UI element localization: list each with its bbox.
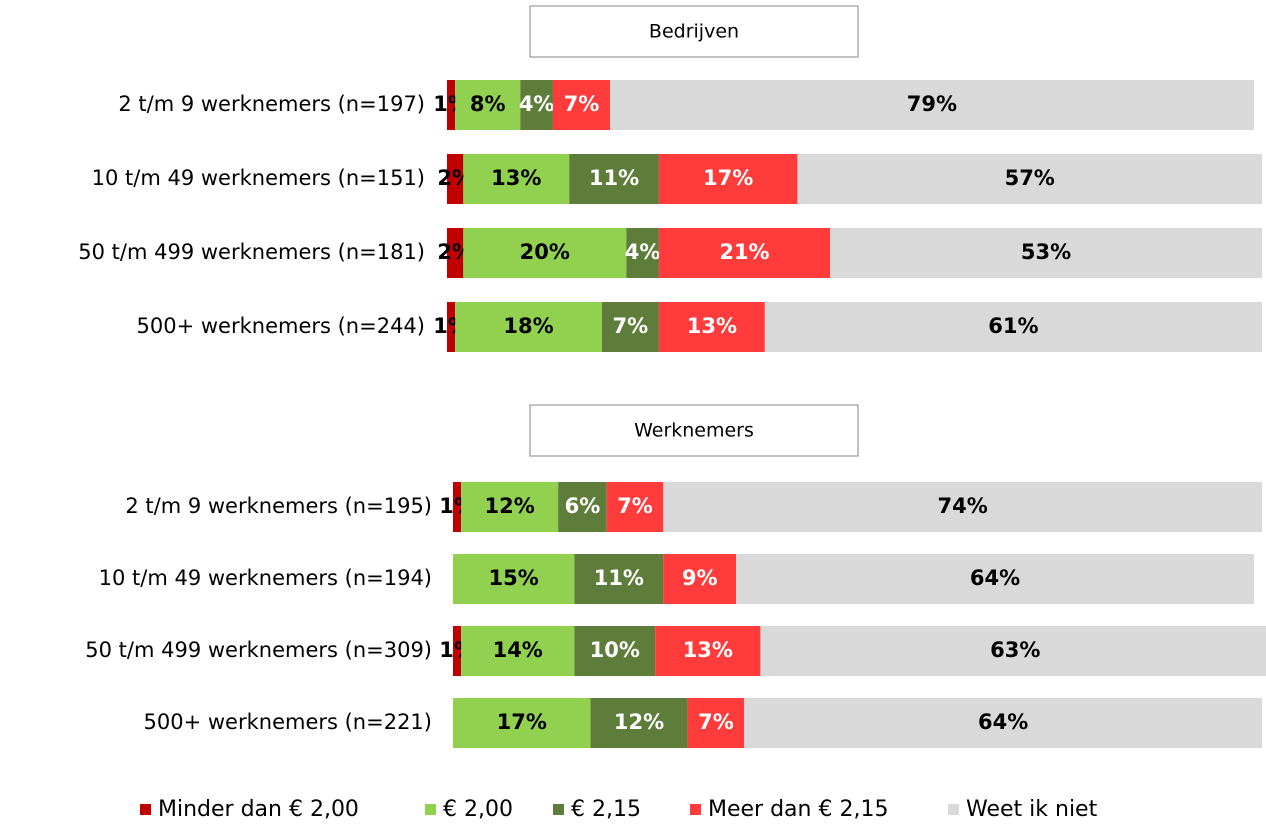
bar-segment [626, 228, 659, 278]
bar-segment [658, 228, 831, 278]
legend-swatch [948, 804, 959, 815]
legend-swatch [690, 804, 701, 815]
value-label: 6% [565, 494, 601, 518]
value-label: 7% [564, 92, 600, 116]
bar-segment [455, 80, 521, 130]
bar-segment [655, 626, 761, 676]
category-label: 2 t/m 9 werknemers (n=197) [118, 92, 425, 116]
bar-segment [764, 302, 1262, 352]
bar-segment [574, 626, 656, 676]
bar-segment [447, 302, 456, 352]
category-label: 10 t/m 49 werknemers (n=194) [99, 566, 432, 590]
value-label: 79% [907, 92, 957, 116]
value-label: 13% [683, 638, 733, 662]
bar-segment [453, 482, 462, 532]
bar-segment [447, 80, 456, 130]
value-label: 61% [988, 314, 1038, 338]
bar-segment [461, 626, 575, 676]
value-label: 57% [1005, 166, 1055, 190]
bar-segment [455, 302, 602, 352]
bar-segment [797, 154, 1262, 204]
bar-segment [663, 482, 1262, 532]
bar-segment [658, 154, 798, 204]
value-label: 15% [489, 566, 539, 590]
value-label: 8% [470, 92, 506, 116]
bar-segment [461, 482, 559, 532]
panel-title-box [529, 404, 859, 457]
bar-segment [447, 228, 464, 278]
bar-segment [520, 80, 553, 130]
value-label: 21% [719, 240, 769, 264]
bar-segment [447, 154, 464, 204]
bar-segment [590, 698, 688, 748]
value-label: 64% [970, 566, 1020, 590]
value-label: 14% [493, 638, 543, 662]
value-label: 4% [519, 92, 555, 116]
value-label: 4% [625, 240, 661, 264]
legend-swatch [140, 804, 151, 815]
value-label: 10% [590, 638, 640, 662]
bar-segment [744, 698, 1262, 748]
value-label: 7% [698, 710, 734, 734]
value-label: 12% [484, 494, 534, 518]
value-label: 17% [497, 710, 547, 734]
bar-segment [453, 554, 575, 604]
value-label: 7% [613, 314, 649, 338]
bar-segment [552, 80, 610, 130]
value-label: 11% [594, 566, 644, 590]
bar-segment [736, 554, 1254, 604]
value-label: 74% [938, 494, 988, 518]
bar-segment [663, 554, 737, 604]
bar-segment [760, 626, 1266, 676]
value-label: 64% [978, 710, 1028, 734]
legend-label: € 2,00 [443, 797, 513, 822]
value-label: 11% [589, 166, 639, 190]
value-label: 13% [687, 314, 737, 338]
legend-label: Meer dan € 2,15 [708, 797, 888, 822]
bar-segment [606, 482, 664, 532]
bar-segment [463, 228, 627, 278]
bar-segment [601, 302, 659, 352]
value-label: 13% [491, 166, 541, 190]
legend-swatch [553, 804, 564, 815]
legend-swatch [425, 804, 436, 815]
bar-segment [830, 228, 1262, 278]
value-label: 17% [703, 166, 753, 190]
bar-segment [574, 554, 664, 604]
bar-segment [463, 154, 570, 204]
value-label: 53% [1021, 240, 1071, 264]
bar-segment [453, 698, 591, 748]
bar-segment [569, 154, 659, 204]
category-label: 50 t/m 499 werknemers (n=309) [85, 638, 432, 662]
category-label: 10 t/m 49 werknemers (n=151) [92, 166, 425, 190]
legend-label: Minder dan € 2,00 [158, 797, 359, 822]
value-label: 7% [617, 494, 653, 518]
bar-segment [610, 80, 1254, 130]
bar-segment [658, 302, 765, 352]
panel-title: Bedrijven [649, 21, 739, 43]
value-label: 12% [614, 710, 664, 734]
legend-label: € 2,15 [571, 797, 641, 822]
value-label: 18% [503, 314, 553, 338]
value-label: 63% [990, 638, 1040, 662]
category-label: 500+ werknemers (n=221) [144, 710, 432, 734]
bar-segment [558, 482, 607, 532]
category-label: 50 t/m 499 werknemers (n=181) [78, 240, 425, 264]
value-label: 20% [520, 240, 570, 264]
bar-segment [453, 626, 462, 676]
value-label: 9% [682, 566, 718, 590]
bar-segment [687, 698, 745, 748]
legend-label: Weet ik niet [966, 797, 1098, 822]
category-label: 500+ werknemers (n=244) [137, 314, 425, 338]
panel-title: Werknemers [634, 420, 754, 442]
category-label: 2 t/m 9 werknemers (n=195) [125, 494, 432, 518]
panel-title-box [529, 5, 859, 58]
